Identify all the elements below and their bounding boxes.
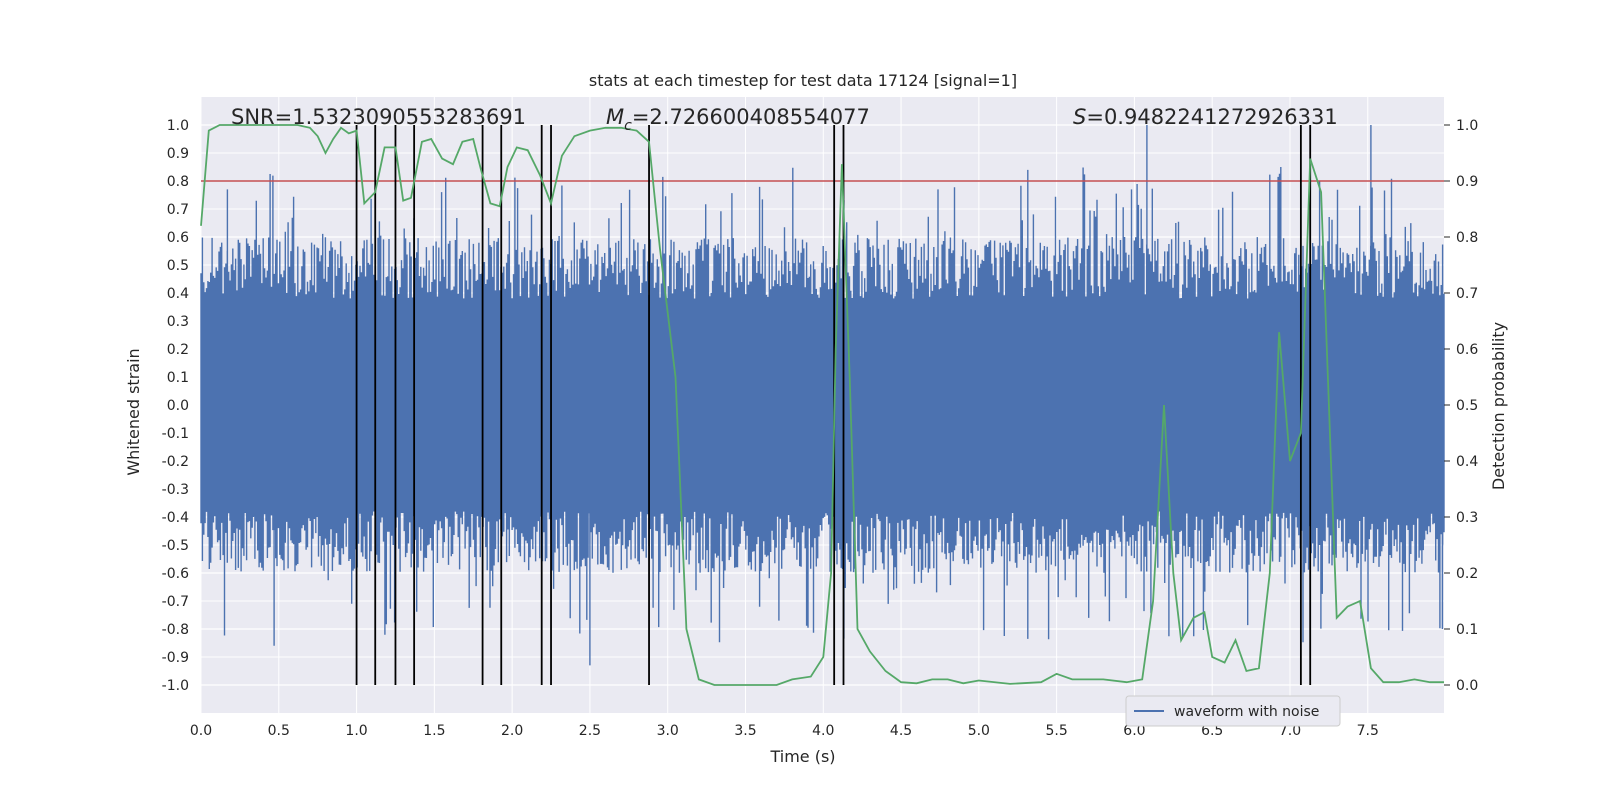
- y2-tick-label: 0.4: [1456, 454, 1478, 470]
- y-tick-label: 0.5: [167, 258, 189, 274]
- x-tick-label: 4.0: [812, 723, 834, 739]
- y-tick-label: 0.7: [167, 202, 189, 218]
- y2-tick-label: 0.1: [1456, 622, 1478, 638]
- y-tick-label: 0.4: [167, 286, 189, 302]
- chirp-mass-value: =2.726600408554077: [632, 105, 870, 129]
- y-tick-label: 0.2: [167, 342, 189, 358]
- y2-tick-label: 0.2: [1456, 566, 1478, 582]
- x-tick-label: 5.5: [1045, 723, 1067, 739]
- event-markers: [355, 125, 1312, 685]
- x-tick-label: 3.0: [657, 723, 679, 739]
- chirp-mass-symbol: M: [606, 105, 624, 129]
- y-axis-label: Whitened strain: [124, 348, 143, 475]
- x-tick-label: 7.0: [1279, 723, 1301, 739]
- x-tick-label: 0.5: [268, 723, 290, 739]
- y-tick-label: -0.5: [162, 538, 189, 554]
- snr-annotation: SNR=1.5323090553283691: [231, 105, 526, 129]
- y-axis-ticks: 1.0 0.9 0.8 0.7 0.6 0.5 0.4 0.3 0.2 0.1 0.0 -0.1 -0.…: [162, 118, 189, 694]
- y2-axis-label: Detection probability: [1489, 322, 1508, 490]
- x-tick-label: 3.5: [734, 723, 756, 739]
- y2-tick-label: 0.0: [1456, 678, 1478, 694]
- legend-box: [1125, 695, 1341, 727]
- y-tick-label: -0.1: [162, 426, 189, 442]
- detection-probability-line: [200, 124, 1444, 686]
- s-symbol: S: [1073, 105, 1086, 129]
- x-tick-label: 6.0: [1123, 723, 1145, 739]
- y-tick-label: 0.8: [167, 174, 189, 190]
- y2-tick-label: 0.6: [1456, 342, 1478, 358]
- y-tick-label: 1.0: [167, 118, 189, 134]
- y-tick-label: 0.9: [167, 146, 189, 162]
- y2-tick-label: 0.9: [1456, 174, 1478, 190]
- x-tick-label: 4.5: [890, 723, 912, 739]
- chirp-mass-annotation: Mc=2.726600408554077: [606, 105, 870, 134]
- waveform-trace: [200, 125, 1445, 666]
- y2-tick-label: 1.0: [1456, 118, 1478, 134]
- y-tick-label: -0.4: [162, 510, 189, 526]
- x-tick-label: 6.5: [1201, 723, 1223, 739]
- x-tick-label: 0.0: [190, 723, 212, 739]
- x-tick-label: 1.0: [345, 723, 367, 739]
- y2-tick-label: 0.8: [1456, 230, 1478, 246]
- x-tick-label: 2.0: [501, 723, 523, 739]
- y-tick-label: -0.6: [162, 566, 189, 582]
- y2-tick-label: 0.7: [1456, 286, 1478, 302]
- y-tick-label: 0.0: [167, 398, 189, 414]
- y-tick-label: -0.2: [162, 454, 189, 470]
- y-tick-label: 0.1: [167, 370, 189, 386]
- chirp-mass-subscript: c: [624, 118, 632, 134]
- y-tick-label: -0.8: [162, 622, 189, 638]
- waveform-series: [200, 125, 1445, 666]
- legend-label: waveform with noise: [1174, 704, 1319, 720]
- y-tick-label: 0.6: [167, 230, 189, 246]
- s-value: =0.9482241272926331: [1086, 105, 1337, 129]
- y-tick-label: -0.3: [162, 482, 189, 498]
- x-tick-label: 2.5: [579, 723, 601, 739]
- chart-title: stats at each timestep for test data 171…: [589, 71, 1017, 90]
- y-tick-label: 0.3: [167, 314, 189, 330]
- x-axis-label: Time (s): [769, 747, 835, 766]
- y-tick-label: -1.0: [162, 678, 189, 694]
- x-tick-label: 1.5: [423, 723, 445, 739]
- y2-tick-label: 0.5: [1456, 398, 1478, 414]
- x-tick-label: 7.5: [1357, 723, 1379, 739]
- y2-tick-label: 0.3: [1456, 510, 1478, 526]
- y-tick-label: -0.9: [162, 650, 189, 666]
- y2-axis-ticks: 1.0 0.9 0.8 0.7 0.6 0.5 0.4 0.3 0.2 0.1 0.0: [1444, 118, 1478, 694]
- legend: waveform with noise: [1125, 695, 1341, 727]
- x-axis-ticks: 0.0 0.5 1.0 1.5 2.0 2.5 3.0 3.5 4.0 4.5 5.0 5.5 6.0 6…: [190, 723, 1379, 739]
- x-tick-label: 5.0: [968, 723, 990, 739]
- s-annotation: S=0.9482241272926331: [1073, 105, 1338, 129]
- y-tick-label: -0.7: [162, 594, 189, 610]
